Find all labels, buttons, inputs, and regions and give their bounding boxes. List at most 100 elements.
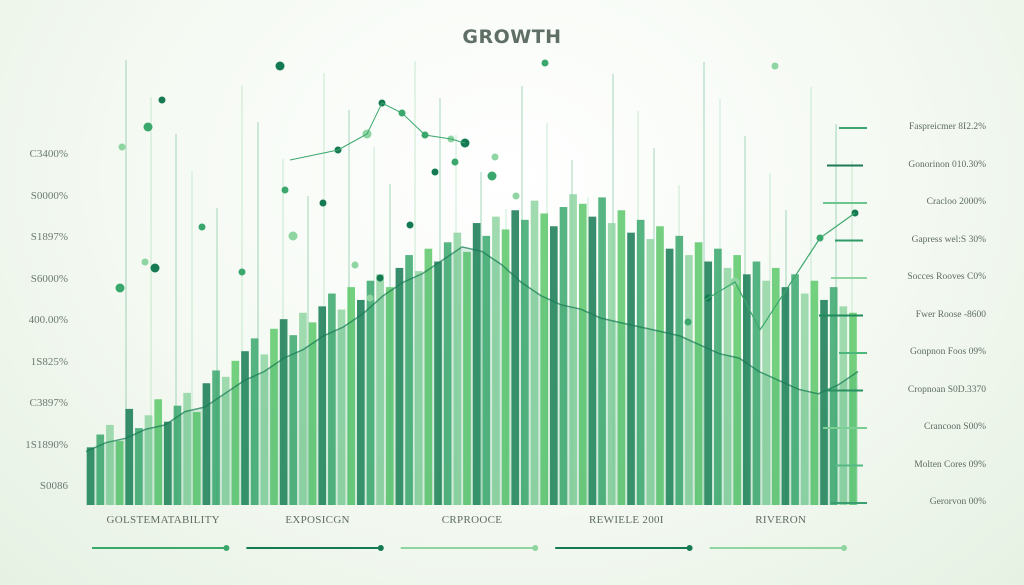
bar [656,226,664,505]
bar [414,271,423,505]
bar [154,399,162,505]
trend-area [86,246,858,505]
bar [704,261,713,505]
data-point [541,59,549,67]
bar [221,376,230,505]
bar [453,232,462,505]
dot-connector [704,212,856,332]
data-point [491,153,499,161]
legend-entry: Gerorvon 00% [929,497,986,507]
y-tick-label: S0000% [30,189,68,202]
bar [357,299,365,505]
bar [723,267,732,505]
bar [395,267,404,505]
data-point [238,268,246,276]
chart-title: GROWTH [462,26,562,48]
data-point [431,168,439,176]
legend-entry: Cropnoan S0D.3370 [907,384,986,395]
bar [752,261,761,505]
legend-entry: Socces Rooves C0% [907,272,986,282]
bar [685,255,693,505]
bar [540,213,548,505]
legend-entry: Cracloo 2000% [926,197,986,207]
bar [578,203,587,505]
category-underline-dot [532,545,539,551]
bar [270,328,278,505]
bar [511,210,520,505]
bar [598,197,606,505]
data-point [115,283,125,293]
data-point [487,171,497,181]
bar [347,287,355,505]
bar [144,415,153,505]
bar [260,354,269,505]
data-point [366,294,374,302]
bar [376,274,384,505]
data-point [288,231,298,241]
x-category-label: EXPOSICGN [285,514,350,526]
bar [106,424,114,505]
y-tick-label: S1897% [30,231,68,243]
bar [501,229,510,505]
bar [550,226,558,505]
y-tick-label: S6000% [30,272,68,285]
data-point [275,61,285,71]
bar [241,351,249,505]
bar [279,319,288,505]
bar [791,274,799,505]
bar [192,412,201,505]
category-underline-dot [686,545,693,551]
bar [405,255,413,505]
bar [135,428,143,505]
bar [337,309,346,505]
bar [762,280,770,505]
bar [820,299,828,505]
bar [385,287,394,505]
bar [829,287,838,505]
dot-connector [289,102,466,161]
bar [569,194,577,505]
data-point [406,221,414,229]
bar [212,370,220,505]
y-tick-label: 400.00% [28,314,68,326]
x-category-label: REWIELE 200I [589,514,664,526]
bar [530,200,539,505]
bar [482,235,491,505]
bar [714,248,722,505]
bar [627,232,635,505]
data-point [198,223,206,231]
legend-entry: Gapress wel:S 30% [911,234,986,245]
bar [665,248,674,505]
bar [115,440,124,505]
trend-line [85,246,859,453]
bar [849,312,857,505]
legend-entry: Faspreicmer 8I2.2% [908,122,986,132]
bar [781,287,790,505]
bar [328,293,336,505]
bar [164,421,172,505]
category-underline-dot [223,545,230,551]
bar [250,338,259,505]
bar [463,251,471,505]
legend-entry: Gonpnon Foos 09% [909,347,986,357]
bar [559,207,568,505]
bar [646,239,655,505]
bar [318,306,327,505]
x-category-label: GOLSTEMATABILITY [106,514,220,526]
bar [733,255,741,505]
bar [173,405,182,505]
data-point [512,192,520,200]
bar [607,223,616,505]
bar [424,248,433,505]
bar [694,242,703,505]
y-tick-label: 1S1890% [25,438,68,451]
data-point [150,263,160,273]
y-tick-label: 1S825% [30,355,68,368]
bar [675,235,684,505]
y-tick-label: C3400% [29,148,69,160]
bar [771,267,780,505]
category-underline-dot [377,545,384,551]
y-tick-label: C3897% [29,397,69,409]
bar [588,216,597,505]
